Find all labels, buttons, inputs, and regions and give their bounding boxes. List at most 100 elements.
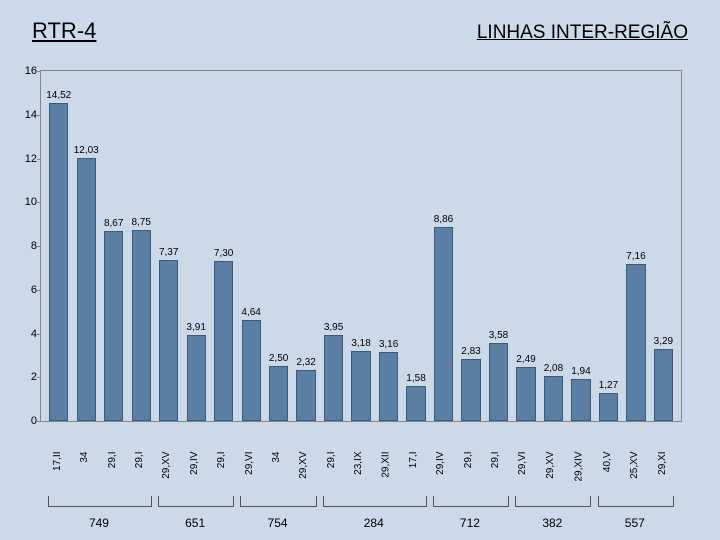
y-tick-label: 12 [17,153,37,165]
bar-value-label: 2,83 [461,346,480,357]
x-label-slot: 29,I [454,420,481,490]
x-label-slot: 29,VI [236,420,263,490]
x-axis-label: 29,IV [189,452,200,475]
header: RTR-4 LINHAS INTER-REGIÃO [0,0,720,48]
bar [214,261,233,421]
bar-value-label: 7,37 [159,247,178,258]
bar [296,370,315,421]
bar [379,352,398,421]
y-tick-mark [37,377,41,378]
x-label-slot: 29,I [318,420,345,490]
x-axis-label: 17,I [408,452,419,469]
x-label-slot: 29,I [208,420,235,490]
group-bracket [433,496,509,507]
y-tick-mark [37,334,41,335]
bar-value-label: 1,58 [406,373,425,384]
x-axis-label: 29,I [463,452,474,469]
bar [599,393,618,421]
x-label-slot: 23,IX [345,420,372,490]
x-label-slot: 34 [71,420,98,490]
x-label-slot: 29,IV [427,420,454,490]
bar [77,158,96,421]
bar [49,103,68,421]
x-label-slot: 40,V [594,420,621,490]
bar-value-label: 3,58 [489,330,508,341]
y-tick-label: 2 [17,371,37,383]
bar-slot: 2,50 [265,71,292,421]
bar [489,343,508,421]
bar-slot: 1,27 [595,71,622,421]
bar [654,349,673,421]
bar-slot: 2,08 [540,71,567,421]
y-tick-mark [37,202,41,203]
bar-value-label: 14,52 [46,90,71,101]
bar [406,386,425,421]
x-label-slot: 29,XV [536,420,563,490]
x-label-slot: 34 [263,420,290,490]
page-title-left: RTR-4 [32,18,96,44]
group-bracket [323,496,427,507]
bar-value-label: 4,64 [241,307,260,318]
x-axis-label: 29,IV [435,452,446,475]
bar [104,231,123,421]
x-label-slot: 25,XV [621,420,648,490]
x-axis-label: 25,XV [629,452,640,479]
x-axis-label: 29,VI [244,452,255,475]
group-label: 382 [542,516,562,530]
bar [544,376,563,422]
group-label: 754 [268,516,288,530]
y-tick-label: 14 [17,109,37,121]
bar-slot: 3,16 [375,71,402,421]
bar-value-label: 2,50 [269,353,288,364]
bar [269,366,288,421]
x-label-slot: 17,I [400,420,427,490]
group-bracket [240,496,316,507]
bars-container: 14,5212,038,678,757,373,917,304,642,502,… [41,71,681,421]
bar-slot: 3,58 [485,71,512,421]
group-bracket [48,496,152,507]
group-brackets [40,496,680,514]
x-axis-label: 29,I [490,452,501,469]
group-bracket [515,496,591,507]
page-title-right: LINHAS INTER-REGIÃO [477,22,688,44]
x-label-slot: 29,XIV [564,420,594,490]
group-bracket [158,496,234,507]
x-axis-label: 17,II [52,452,63,471]
x-axis-labels: 17,II 34 29,I 29,I 29,XV 29,IV 29,I 29,VI 34 29,X… [40,420,680,490]
x-axis-label: 40,V [602,452,613,473]
x-label-slot: 29,XI [649,420,676,490]
x-axis-label: 29,XV [298,452,309,479]
y-tick-label: 16 [17,65,37,77]
y-tick-mark [37,290,41,291]
x-label-slot: 17,II [44,420,71,490]
bar-slot: 7,16 [622,71,649,421]
x-label-slot: 29,I [126,420,153,490]
bar-slot: 3,95 [320,71,347,421]
bar-value-label: 8,67 [104,218,123,229]
bar [434,227,453,421]
bar-slot: 8,75 [127,71,154,421]
y-tick-mark [37,115,41,116]
x-label-slot: 29,VI [509,420,536,490]
x-axis-label: 29,VI [517,452,528,475]
x-axis-label: 29,I [134,452,145,469]
bar-value-label: 12,03 [74,145,99,156]
bar-slot: 8,86 [430,71,457,421]
group-bracket [598,496,674,507]
bar-slot: 3,29 [650,71,677,421]
bar-value-label: 3,29 [654,336,673,347]
bar [187,335,206,421]
y-tick-mark [37,159,41,160]
y-tick-label: 0 [17,415,37,427]
chart-container: 14,5212,038,678,757,373,917,304,642,502,… [0,60,720,412]
group-label: 651 [185,516,205,530]
y-tick-label: 10 [17,196,37,208]
bar [461,359,480,421]
bar [159,260,178,421]
bar-value-label: 2,32 [296,357,315,368]
bar-slot: 3,91 [182,71,209,421]
x-axis-label: 29,I [107,452,118,469]
group-label: 284 [364,516,384,530]
bar-slot: 2,49 [512,71,539,421]
bar-value-label: 8,86 [434,214,453,225]
